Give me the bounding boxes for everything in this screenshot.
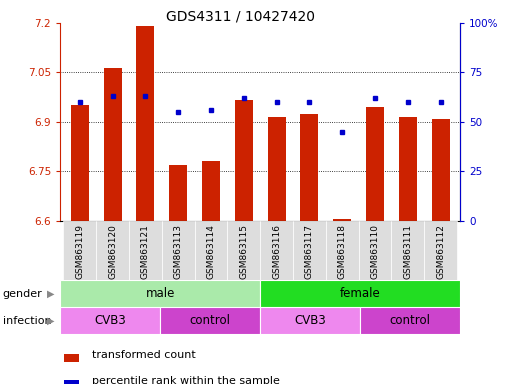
Bar <box>64 354 78 362</box>
Text: GDS4311 / 10427420: GDS4311 / 10427420 <box>166 10 315 23</box>
Text: gender: gender <box>3 289 42 299</box>
Bar <box>359 221 391 280</box>
Text: infection: infection <box>3 316 51 326</box>
Text: GSM863119: GSM863119 <box>75 224 84 279</box>
Bar <box>326 221 359 280</box>
Bar <box>60 280 260 307</box>
Bar <box>162 221 195 280</box>
Text: transformed count: transformed count <box>92 350 196 360</box>
Text: GSM863112: GSM863112 <box>436 224 445 279</box>
Bar <box>333 219 351 221</box>
Bar <box>71 106 89 221</box>
Bar <box>268 117 286 221</box>
Bar <box>137 26 154 221</box>
Bar <box>104 68 122 221</box>
Text: GSM863113: GSM863113 <box>174 224 183 279</box>
Bar <box>129 221 162 280</box>
Bar <box>366 107 384 221</box>
Bar <box>260 221 293 280</box>
Bar <box>360 307 460 334</box>
Bar <box>391 221 424 280</box>
Text: GSM863110: GSM863110 <box>370 224 380 279</box>
Text: control: control <box>390 314 431 327</box>
Bar <box>63 221 96 280</box>
Bar <box>300 114 319 221</box>
Bar <box>195 221 228 280</box>
Bar <box>260 307 360 334</box>
Text: CVB3: CVB3 <box>94 314 126 327</box>
Text: GSM863116: GSM863116 <box>272 224 281 279</box>
Text: GSM863111: GSM863111 <box>403 224 412 279</box>
Bar <box>64 380 78 384</box>
Text: GSM863118: GSM863118 <box>338 224 347 279</box>
Text: percentile rank within the sample: percentile rank within the sample <box>92 376 280 384</box>
Bar <box>228 221 260 280</box>
Text: GSM863115: GSM863115 <box>240 224 248 279</box>
Text: GSM863120: GSM863120 <box>108 224 117 279</box>
Bar <box>431 119 450 221</box>
Bar <box>235 101 253 221</box>
Bar <box>96 221 129 280</box>
Text: GSM863121: GSM863121 <box>141 224 150 279</box>
Bar <box>399 117 417 221</box>
Bar <box>260 280 460 307</box>
Bar <box>60 307 160 334</box>
Text: male: male <box>145 287 175 300</box>
Text: ▶: ▶ <box>48 316 55 326</box>
Bar <box>202 161 220 221</box>
Text: GSM863117: GSM863117 <box>305 224 314 279</box>
Text: control: control <box>190 314 231 327</box>
Text: CVB3: CVB3 <box>294 314 326 327</box>
Text: ▶: ▶ <box>48 289 55 299</box>
Bar <box>424 221 457 280</box>
Bar <box>293 221 326 280</box>
Text: GSM863114: GSM863114 <box>207 224 215 279</box>
Text: female: female <box>340 287 381 300</box>
Bar <box>169 165 187 221</box>
Bar <box>160 307 260 334</box>
